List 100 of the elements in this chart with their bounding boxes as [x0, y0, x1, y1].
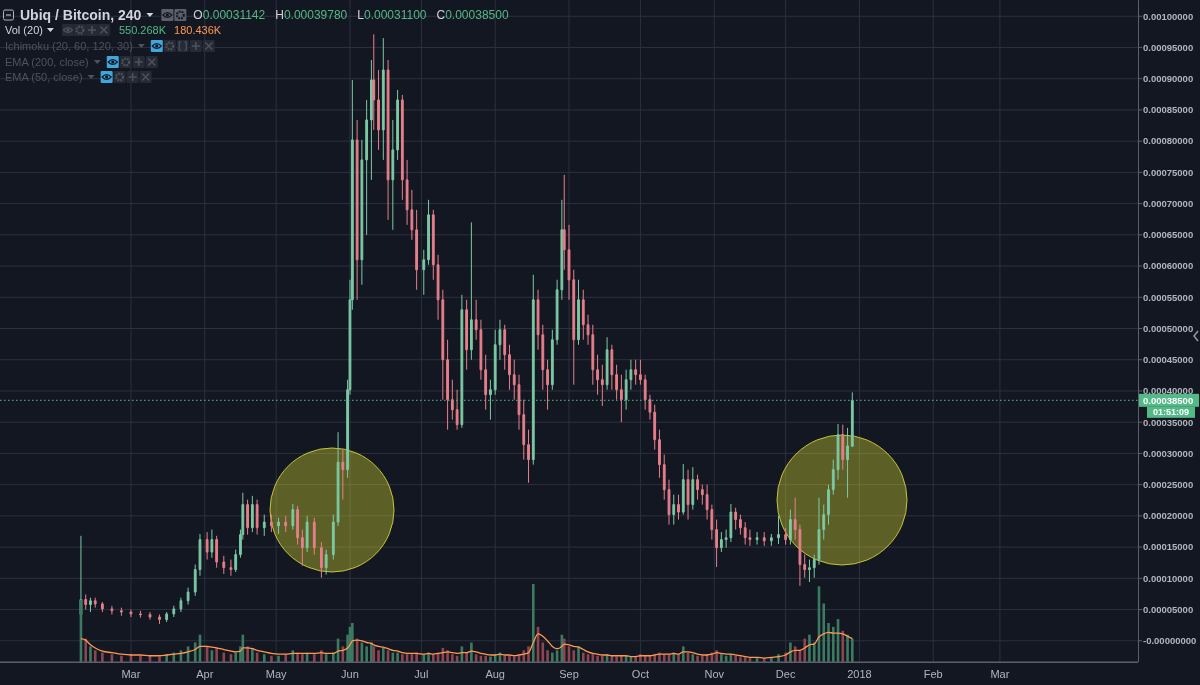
x-tick-label: Feb [923, 667, 943, 680]
annotation: L0.00031100 [357, 8, 427, 23]
candlestick [484, 354, 488, 411]
candlestick [508, 344, 511, 391]
candlestick [503, 324, 507, 371]
candlestick [527, 429, 530, 484]
annotation: EMA (50, close) [5, 70, 83, 83]
bar [89, 646, 92, 662]
candlestick [89, 597, 92, 613]
y-tick-label: 0.00085000 [1143, 104, 1194, 116]
candlestick [605, 336, 609, 391]
y-tick-label: 0.00035000 [1143, 416, 1194, 428]
bar [84, 638, 88, 662]
bar [382, 647, 385, 662]
candlestick [715, 519, 719, 568]
bar [620, 655, 623, 662]
bar [803, 638, 806, 662]
candlestick [672, 494, 676, 526]
bar [696, 655, 699, 662]
candlestick [262, 514, 266, 537]
candlestick [129, 609, 133, 618]
candlestick [658, 429, 661, 479]
candlestick [850, 391, 854, 448]
candlestick [789, 509, 792, 546]
text: 01:51:09 [1152, 407, 1190, 418]
candlestick [110, 605, 114, 616]
candlestick [769, 533, 773, 547]
candlestick [186, 587, 190, 606]
candlestick [489, 379, 492, 421]
candlestick [381, 37, 385, 161]
annotation: C0.00038500 [436, 8, 509, 23]
y-tick-label: 0.00070000 [1143, 197, 1194, 209]
candlestick [639, 359, 642, 386]
candlestick [391, 119, 395, 231]
bar [562, 638, 566, 662]
bar [808, 634, 811, 662]
bar [789, 642, 792, 662]
candlestick [396, 89, 399, 161]
bar [715, 650, 718, 662]
bar [401, 654, 404, 662]
candlestick [215, 535, 219, 569]
bar [739, 657, 742, 662]
y-tick-label: 0.00050000 [1143, 322, 1194, 334]
candlestick [165, 611, 169, 623]
x-tick-label: Apr [196, 667, 214, 680]
x-tick-label: Nov [704, 667, 725, 680]
candlestick [465, 299, 469, 371]
bar [812, 642, 816, 662]
x-tick-label: Aug [485, 667, 505, 680]
candlestick [784, 527, 788, 546]
bar [93, 650, 97, 662]
bar [581, 652, 585, 662]
candlestick [531, 274, 535, 466]
bar [831, 626, 835, 662]
y-tick-label: 0.00015000 [1143, 541, 1194, 553]
candlestick [320, 541, 323, 579]
bar [734, 655, 737, 662]
candlestick [777, 515, 780, 545]
bar [101, 652, 104, 662]
bar [372, 646, 376, 662]
candlestick [377, 69, 380, 151]
x-tick-label: Mar [990, 667, 1010, 680]
x-tick-label: Jul [414, 667, 429, 680]
bar [827, 623, 830, 662]
candlestick [179, 597, 183, 613]
y-tick-label: 0.00005000 [1143, 603, 1194, 615]
bar [720, 654, 723, 662]
bar [262, 654, 266, 662]
x-tick-label: Dec [775, 667, 796, 680]
candlestick [469, 221, 473, 361]
candlestick [455, 389, 459, 431]
y-tick-label: 0.00100000 [1143, 10, 1194, 22]
candlestick [139, 610, 142, 619]
candlestick [808, 559, 811, 583]
bar [270, 655, 273, 662]
bar [846, 634, 849, 662]
bar [841, 630, 845, 662]
bar [691, 654, 695, 662]
x-tick-label: 2018 [847, 667, 872, 680]
y-tick-label: 0.00030000 [1143, 447, 1194, 459]
candlestick [827, 484, 830, 526]
candlestick [370, 59, 373, 181]
bar [546, 650, 549, 662]
candlestick [686, 469, 690, 521]
candlestick [210, 529, 214, 559]
annotation: O0.00031142 [193, 8, 266, 23]
y-tick-label: 0.00075000 [1143, 166, 1194, 178]
candlestick [360, 139, 364, 286]
chart-title: Vol (20) [5, 23, 43, 36]
candlestick [365, 99, 369, 236]
candlestick [415, 209, 419, 291]
text: Ubiq / Bitcoin, 240 [20, 6, 142, 23]
y-tick-label: 0.00095000 [1143, 41, 1194, 53]
bar [222, 652, 226, 662]
bar [377, 650, 380, 662]
candlestick [120, 607, 123, 617]
candlestick [277, 517, 280, 535]
x-tick-label: Mar [121, 667, 141, 680]
candlestick [841, 424, 845, 471]
bar [251, 647, 254, 662]
